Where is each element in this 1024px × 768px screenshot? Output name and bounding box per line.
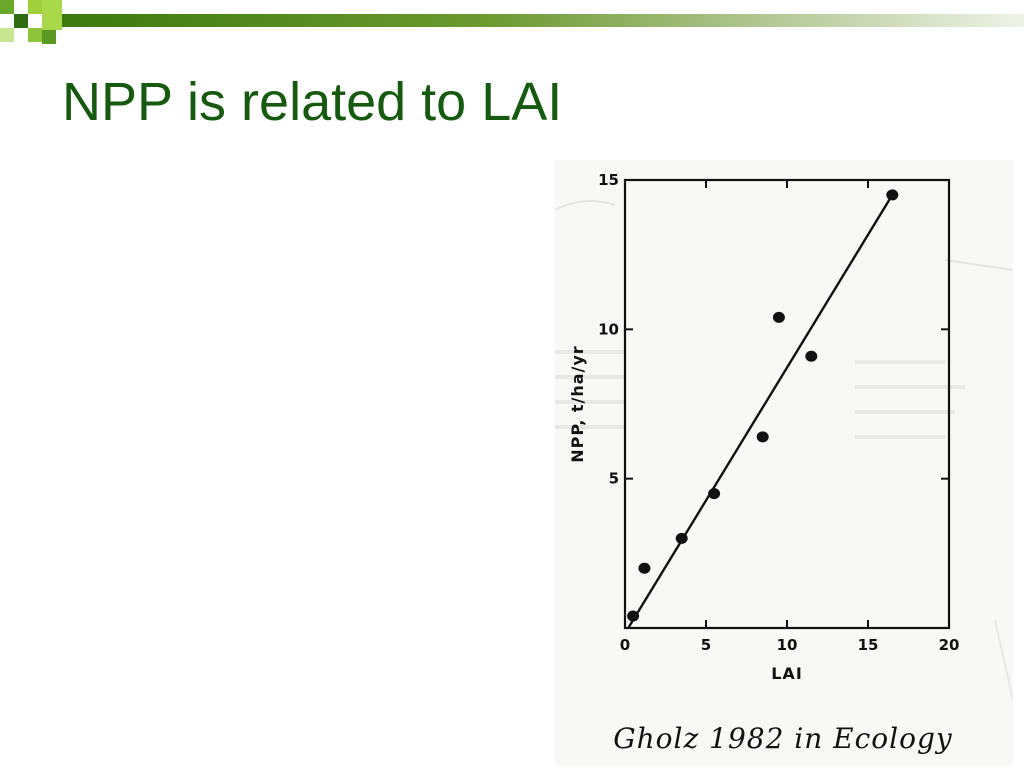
scan-bleed-through bbox=[555, 200, 1013, 701]
data-point bbox=[886, 189, 899, 201]
data-point bbox=[627, 610, 640, 622]
slide-title: NPP is related to LAI bbox=[62, 72, 563, 132]
data-point bbox=[805, 350, 818, 362]
data-point bbox=[772, 311, 785, 323]
x-tick-label: 0 bbox=[620, 636, 630, 654]
x-tick-label: 15 bbox=[858, 636, 879, 654]
y-tick-label: 5 bbox=[609, 470, 619, 488]
header-square-6 bbox=[0, 28, 14, 42]
header-square-7 bbox=[42, 30, 56, 44]
plot-frame bbox=[623, 178, 951, 630]
header-square-2 bbox=[14, 14, 28, 28]
citation: Gholz 1982 in Ecology bbox=[613, 722, 953, 755]
header-bar bbox=[62, 14, 1024, 27]
data-point bbox=[708, 488, 721, 500]
axis-ticks bbox=[624, 179, 950, 628]
header-square-5 bbox=[28, 28, 42, 42]
y-tick-label: 10 bbox=[598, 320, 619, 338]
x-tick-label: 5 bbox=[701, 636, 711, 654]
data-point bbox=[675, 532, 688, 544]
scanned-figure: 0 5 10 15 20 5 10 15 LAI NPP, t/ha/yr Gholz 198… bbox=[555, 160, 1013, 766]
x-tick-label: 20 bbox=[939, 636, 960, 654]
regression-line bbox=[627, 194, 894, 629]
regression-line-group bbox=[627, 194, 894, 629]
tick-labels: 0 5 10 15 20 5 10 15 bbox=[598, 171, 959, 654]
data-point bbox=[756, 431, 769, 443]
header-square-3 bbox=[28, 0, 42, 14]
x-tick-label: 10 bbox=[777, 636, 798, 654]
header-square-4 bbox=[42, 0, 62, 30]
npp-lai-chart: 0 5 10 15 20 5 10 15 LAI NPP, t/ha/yr Gholz 198… bbox=[555, 171, 1013, 755]
header-square-1 bbox=[0, 0, 14, 14]
data-point bbox=[638, 562, 651, 574]
y-tick-label: 15 bbox=[598, 171, 619, 189]
x-axis-label: LAI bbox=[771, 664, 803, 683]
y-axis-label: NPP, t/ha/yr bbox=[568, 345, 587, 462]
data-points bbox=[627, 189, 899, 622]
